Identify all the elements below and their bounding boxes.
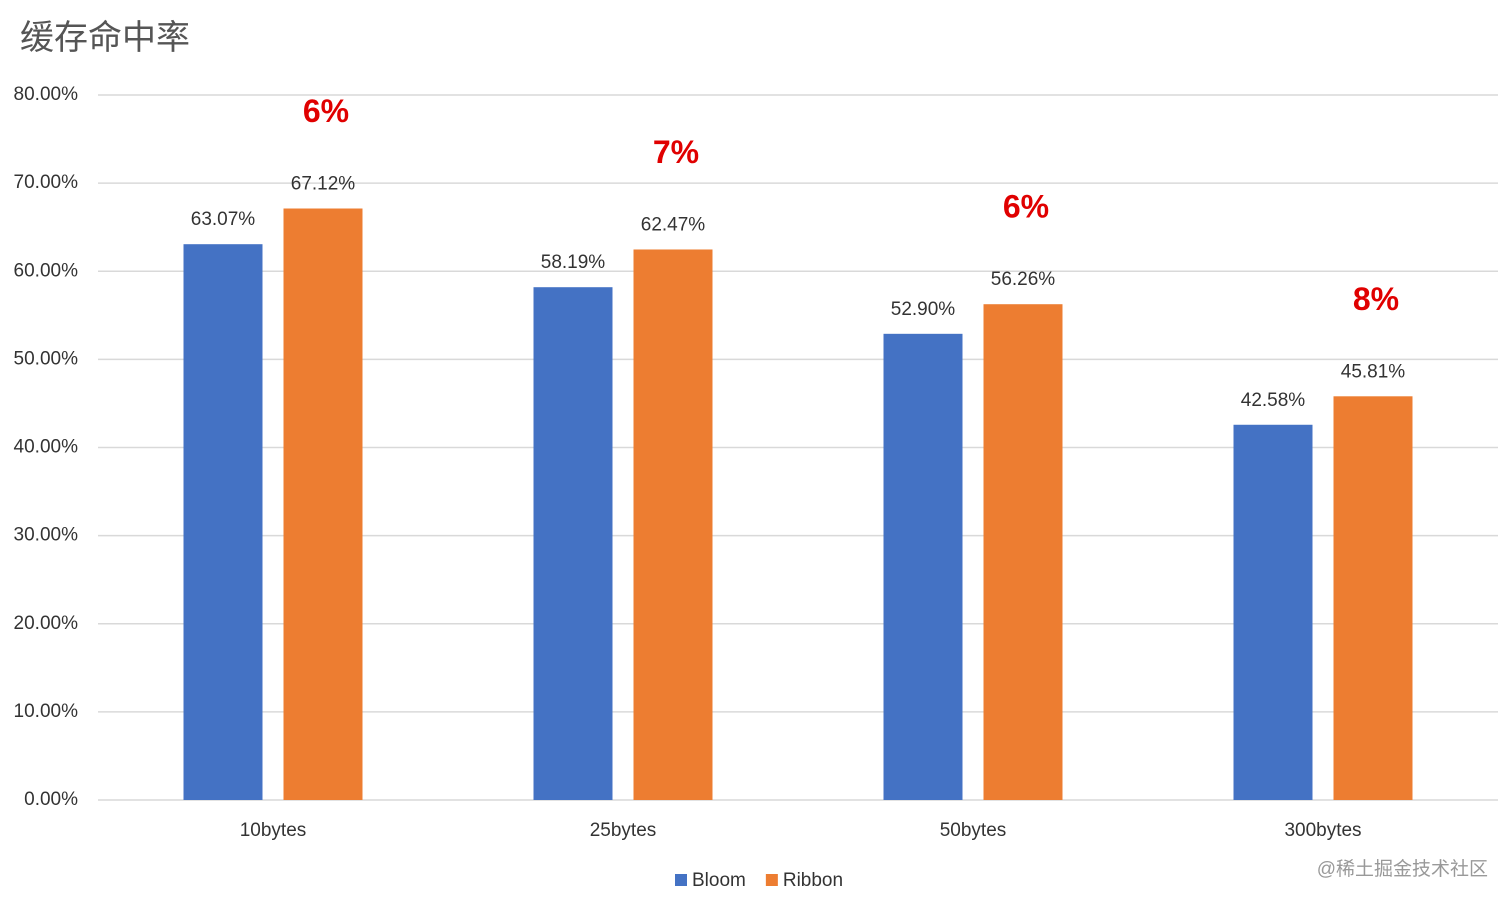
x-tick-label: 10bytes [240,820,307,841]
annotation: 8% [1353,281,1399,317]
bar [1333,396,1413,800]
annotation: 7% [653,134,699,170]
y-tick-label: 30.00% [14,525,79,546]
value-label: 42.58% [1241,390,1306,411]
bar [183,244,263,800]
value-label: 62.47% [641,214,706,235]
x-tick-label: 300bytes [1284,820,1361,841]
x-tick-label: 25bytes [590,820,657,841]
value-label: 58.19% [541,252,606,273]
y-tick-label: 80.00% [14,84,79,105]
value-label: 52.90% [891,299,956,320]
y-tick-label: 60.00% [14,260,79,281]
bar [283,208,363,800]
bar [533,287,613,800]
bar [1233,424,1313,800]
y-tick-label: 40.00% [14,437,79,458]
y-tick-label: 0.00% [24,789,78,810]
y-tick-label: 50.00% [14,348,79,369]
value-label: 67.12% [291,174,356,195]
value-label: 63.07% [191,209,256,230]
legend-label: Bloom [692,870,746,891]
watermark: @稀土掘金技术社区 [1317,858,1488,880]
chart-title: 缓存命中率 [20,19,190,57]
x-tick-label: 50bytes [940,820,1007,841]
y-tick-label: 10.00% [14,701,79,722]
legend-label: Ribbon [783,870,843,891]
legend-swatch [765,874,778,886]
value-label: 45.81% [1341,361,1406,382]
annotation: 6% [303,93,349,129]
y-tick-label: 20.00% [14,613,79,634]
bar [883,333,963,800]
value-label: 56.26% [991,269,1056,290]
bar [983,304,1063,800]
y-tick-label: 70.00% [14,172,79,193]
annotation: 6% [1003,189,1049,225]
bar [633,249,713,800]
legend-swatch [675,874,687,886]
